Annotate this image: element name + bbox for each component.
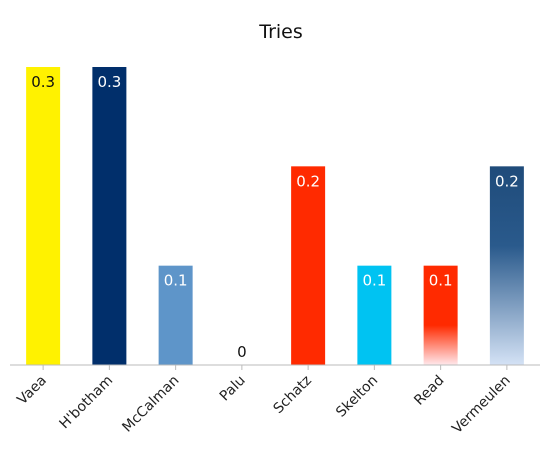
bar-read (423, 265, 458, 365)
bar-mccalman (158, 265, 193, 365)
category-label-skelton: Skelton (333, 373, 381, 421)
bar-vaea (26, 67, 61, 365)
category-label-vermeulen: Vermeulen (449, 373, 513, 437)
value-label-schatz: 0.2 (296, 172, 320, 190)
category-label-h-botham: H'botham (57, 373, 117, 433)
category-label-mccalman: McCalman (119, 373, 182, 436)
bar-schatz (291, 166, 326, 365)
value-label-palu: 0 (237, 343, 247, 361)
value-label-vermeulen: 0.2 (495, 172, 519, 190)
category-labels-group: Vaea H'botham McCalman Palu Schatz Skelton Rea… (14, 373, 513, 437)
bar-skelton (357, 265, 392, 365)
bars-group: 0.3 0.3 0.1 0 0.2 0.1 0.1 0.2 (26, 67, 524, 365)
x-ticks-group (42, 365, 508, 370)
category-label-palu: Palu (217, 373, 249, 405)
value-label-mccalman: 0.1 (164, 272, 188, 290)
value-label-read: 0.1 (429, 272, 453, 290)
bar-vermeulen (489, 166, 524, 365)
value-label-skelton: 0.1 (362, 272, 386, 290)
category-label-vaea: Vaea (14, 373, 50, 409)
value-label-h-botham: 0.3 (97, 73, 121, 91)
category-label-schatz: Schatz (270, 373, 314, 417)
category-label-read: Read (411, 373, 447, 409)
bar-h-botham (92, 67, 127, 365)
chart-title: Tries (258, 21, 303, 43)
value-label-vaea: 0.3 (31, 73, 55, 91)
